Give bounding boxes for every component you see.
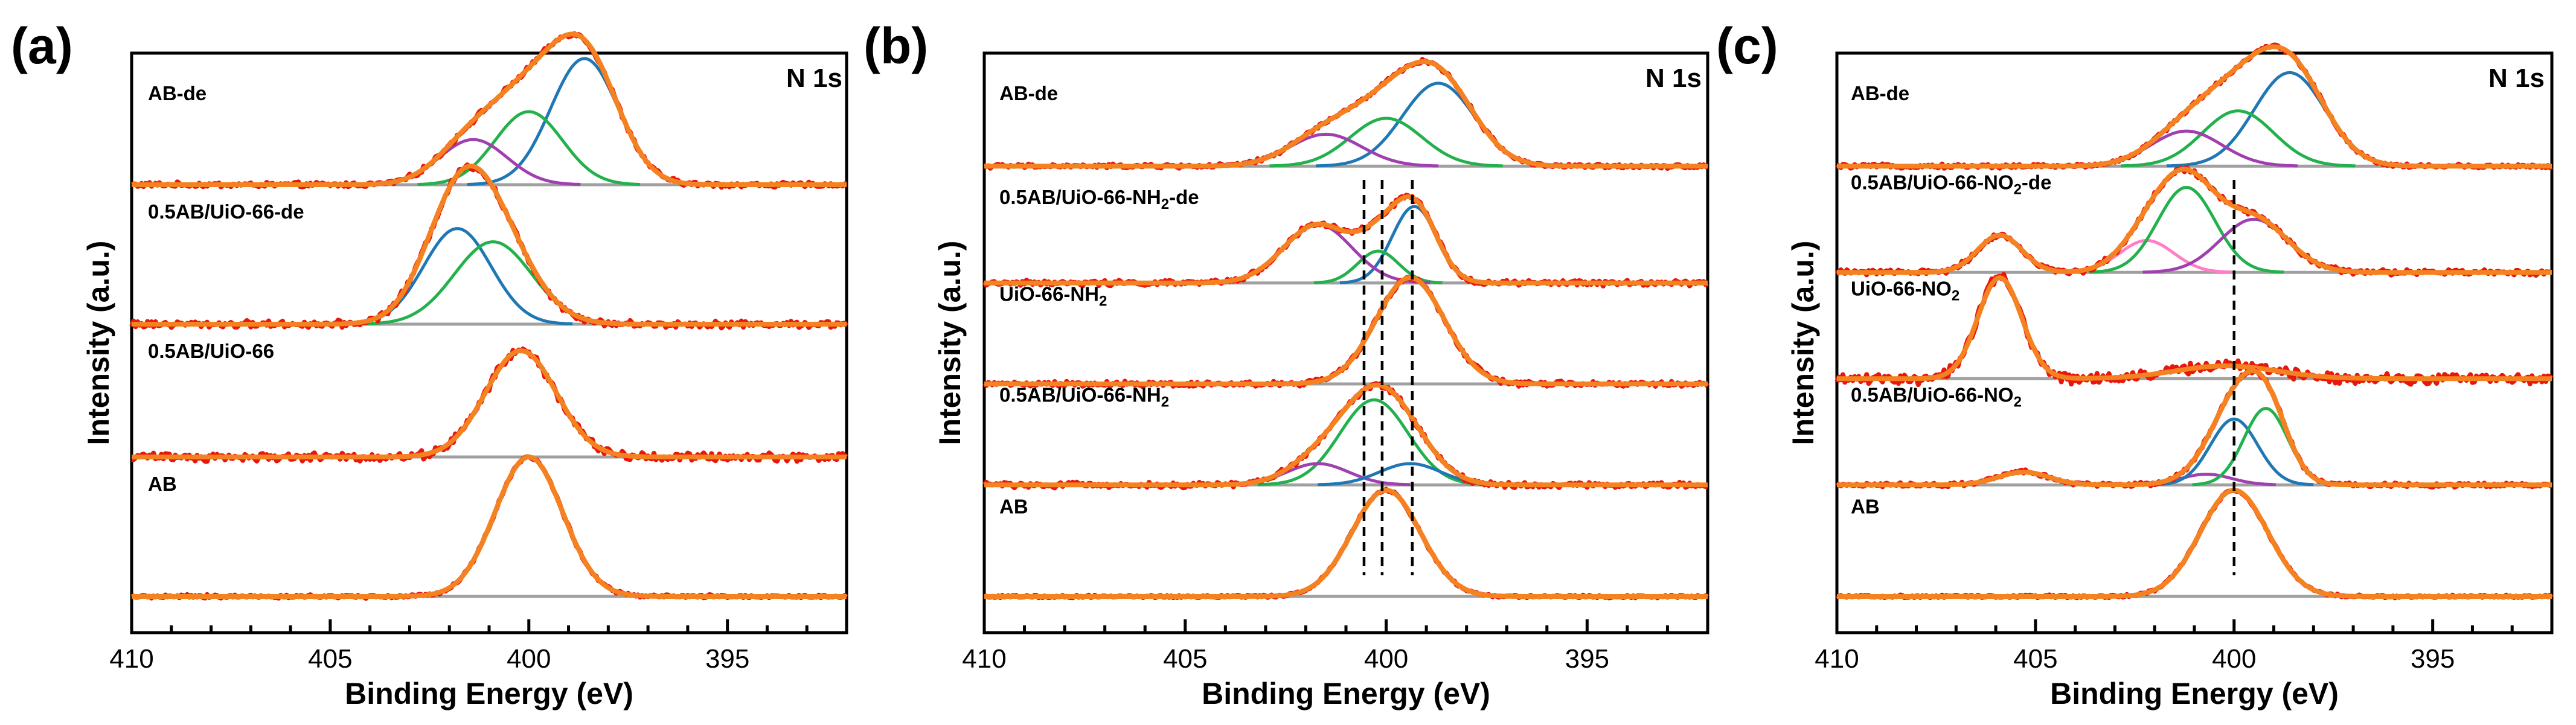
component-peak xyxy=(1269,117,1503,168)
x-tick-label: 405 xyxy=(308,644,352,674)
spectrum: UiO-66-NH2 xyxy=(983,274,1709,389)
spectrum: AB xyxy=(984,487,1709,601)
x-tick-label: 410 xyxy=(962,644,1006,674)
component-peak xyxy=(1205,223,1431,284)
spectrum-label: AB xyxy=(999,495,1028,517)
spectrum-label: 0.5AB/UiO-66-NO2-de xyxy=(1851,171,2051,198)
fitted-envelope xyxy=(131,164,847,327)
spectrum: AB xyxy=(130,454,848,601)
component-peak xyxy=(2089,185,2284,274)
x-axis-title: Binding Energy (eV) xyxy=(1202,677,1490,711)
core-level-label: N 1s xyxy=(2488,63,2545,93)
fitted-envelope xyxy=(984,59,1708,169)
fitted-envelope xyxy=(131,348,847,459)
panel-a: (a) N 1s Intensity (a.u.) Binding Energy (e… xyxy=(11,18,849,711)
spectrum: 0.5AB/UiO-66-NH2-de xyxy=(982,186,1709,289)
x-tick-label: 410 xyxy=(109,644,153,674)
x-tick-label: 405 xyxy=(1163,644,1207,674)
spectrum: UiO-66-NO2 xyxy=(1834,272,2554,388)
fitted-envelope xyxy=(1836,275,2552,382)
y-axis-title: Intensity (a.u.) xyxy=(933,241,967,446)
spectrum: AB-de xyxy=(984,57,1709,171)
x-tick-label: 395 xyxy=(705,644,749,674)
x-tick-label: 395 xyxy=(2411,644,2455,674)
x-axis-title: Binding Energy (eV) xyxy=(345,677,633,711)
fitted-envelope xyxy=(984,382,1708,488)
spectrum-label: 0.5AB/UiO-66-NO2 xyxy=(1851,384,2022,410)
spectrum-label: 0.5AB/UiO-66-de xyxy=(148,200,304,223)
fitted-envelope xyxy=(984,194,1708,286)
core-level-label: N 1s xyxy=(1645,63,1702,93)
spectrum-label: AB-de xyxy=(148,82,207,104)
panel-letter: (b) xyxy=(863,18,928,74)
fitted-envelope xyxy=(131,31,847,187)
spectrum-label: AB xyxy=(148,473,177,495)
y-axis-title: Intensity (a.u.) xyxy=(1786,241,1820,446)
panel-letter: (a) xyxy=(11,18,73,74)
spectrum-label: UiO-66-NH2 xyxy=(999,283,1107,309)
spectrum: 0.5AB/UiO-66 xyxy=(131,340,848,464)
spectrum: AB-de xyxy=(131,31,847,190)
panel-letter: (c) xyxy=(1716,18,1778,74)
y-axis-title: Intensity (a.u.) xyxy=(82,241,115,446)
x-tick-label: 400 xyxy=(1364,644,1408,674)
fitted-envelope xyxy=(1836,167,2552,275)
raw-data-trace xyxy=(984,57,1709,171)
spectrum: 0.5AB/UiO-66-NO2 xyxy=(1835,368,2552,490)
spectrum-label: AB-de xyxy=(999,82,1058,104)
x-axis-title: Binding Energy (eV) xyxy=(2050,677,2339,711)
fitted-envelope xyxy=(1836,488,2552,599)
component-peak xyxy=(1257,398,1491,487)
component-peak xyxy=(1313,249,1443,284)
spectrum-label: 0.5AB/UiO-66 xyxy=(148,340,274,362)
component-peak xyxy=(2142,217,2365,274)
fitted-envelope xyxy=(984,488,1708,599)
raw-data-trace xyxy=(131,31,847,190)
spectrum-label: UiO-66-NO2 xyxy=(1851,278,1959,304)
x-tick-label: 405 xyxy=(2013,644,2057,674)
spectrum-label: AB xyxy=(1851,495,1880,517)
fitted-envelope xyxy=(984,275,1708,386)
component-peak xyxy=(1339,205,1489,284)
component-peak xyxy=(2167,71,2413,168)
spectrum: 0.5AB/UiO-66-de xyxy=(129,162,849,331)
spectrum: 0.5AB/UiO-66-NH2 xyxy=(982,381,1709,491)
panel-c: (c) N 1s Intensity (a.u.) Binding Energy (e… xyxy=(1716,18,2554,711)
spectrum-label: 0.5AB/UiO-66-NH2-de xyxy=(999,186,1199,212)
fitted-envelope xyxy=(1836,368,2552,488)
component-peak xyxy=(1316,81,1562,168)
component-peak xyxy=(2121,109,2356,168)
spectrum-label: 0.5AB/UiO-66-NH2 xyxy=(999,384,1169,410)
x-tick-label: 400 xyxy=(2212,644,2256,674)
spectrum: AB xyxy=(1836,488,2554,601)
component-peak xyxy=(362,240,624,325)
x-tick-label: 410 xyxy=(1815,644,1859,674)
spectrum: AB-de xyxy=(1836,42,2553,171)
x-tick-label: 395 xyxy=(1565,644,1609,674)
panel-b: (b) N 1s Intensity (a.u.) Binding Energy (e… xyxy=(863,18,1709,711)
component-peak xyxy=(2155,417,2314,487)
core-level-label: N 1s xyxy=(786,63,842,93)
spectrum: 0.5AB/UiO-66-NO2-de xyxy=(1834,165,2552,278)
spectrum-label: AB-de xyxy=(1851,82,1909,104)
fitted-envelope xyxy=(1836,44,2552,169)
fitted-envelope xyxy=(131,455,847,599)
x-tick-label: 400 xyxy=(507,644,551,674)
raw-data-trace xyxy=(129,162,849,331)
raw-data-trace xyxy=(131,347,848,464)
